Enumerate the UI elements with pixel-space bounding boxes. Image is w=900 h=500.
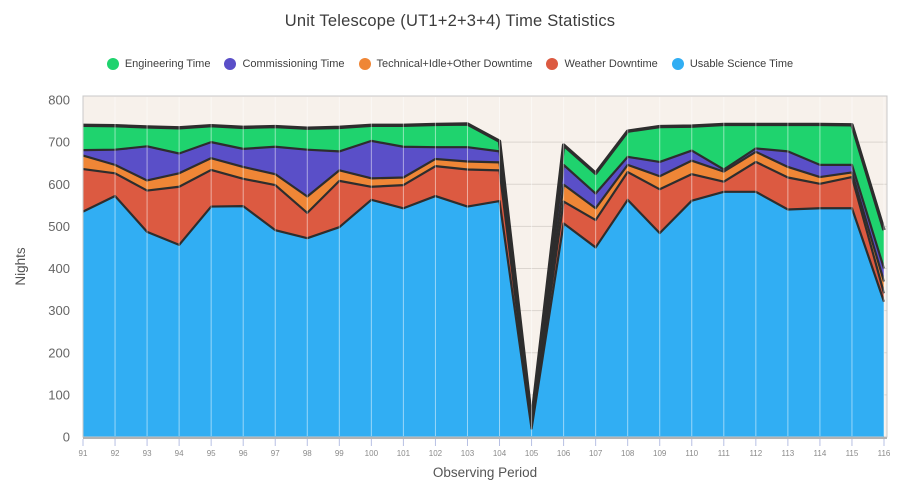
y-tick-label: 100	[48, 387, 70, 402]
y-axis-title: Nights	[13, 247, 28, 286]
x-tick-label: 94	[175, 449, 184, 458]
x-tick-label: 96	[239, 449, 248, 458]
y-tick-label: 800	[48, 93, 70, 108]
y-tick-label: 200	[48, 345, 70, 360]
legend-dot-icon	[224, 58, 237, 70]
legend-item-commissioning-time[interactable]: Commissioning Time	[224, 58, 345, 70]
legend-item-weather-downtime[interactable]: Weather Downtime	[546, 58, 658, 70]
x-tick-label: 101	[397, 449, 411, 458]
legend-item-technical-idle-other-downtime[interactable]: Technical+Idle+Other Downtime	[358, 58, 533, 70]
x-axis-title: Observing Period	[433, 465, 537, 480]
x-tick-label: 100	[365, 449, 379, 458]
area-engineering-time[interactable]	[83, 124, 884, 424]
area-weather-downtime[interactable]	[83, 161, 884, 429]
y-tick-label: 400	[48, 261, 70, 276]
legend-dot-icon	[358, 58, 371, 70]
y-tick-label: 500	[48, 219, 70, 234]
legend-dot-icon	[671, 58, 684, 70]
x-tick-label: 114	[814, 449, 827, 458]
legend-item-engineering-time[interactable]: Engineering Time	[106, 58, 211, 70]
legend-dot-icon	[546, 58, 559, 70]
x-tick-label: 106	[557, 449, 571, 458]
y-tick-label: 300	[48, 303, 70, 318]
x-tick-label: 107	[589, 449, 603, 458]
band-boundary-line	[82, 139, 886, 425]
x-tick-label: 91	[79, 449, 88, 458]
area-technical-idle-other-downtime[interactable]	[83, 151, 884, 427]
x-tick-label: 92	[111, 449, 120, 458]
x-tick-label: 99	[335, 449, 344, 458]
x-tick-label: 98	[303, 449, 312, 458]
x-tick-label: 116	[878, 449, 891, 458]
x-tick-label: 112	[749, 449, 762, 458]
legend: Engineering Time Commissioning Time Techni…	[0, 58, 900, 70]
x-tick-label: 102	[429, 449, 443, 458]
x-tick-label: 93	[143, 449, 152, 458]
x-tick-label: 108	[621, 449, 635, 458]
y-tick-label: 700	[48, 135, 70, 150]
x-tick-label: 95	[207, 449, 216, 458]
x-tick-label: 110	[685, 449, 698, 458]
x-tick-label: 103	[461, 449, 475, 458]
chart-title: Unit Telescope (UT1+2+3+4) Time Statisti…	[284, 12, 616, 30]
legend-label: Commissioning Time	[242, 58, 345, 70]
legend-label: Usable Science Time	[689, 58, 794, 70]
total-line	[82, 122, 886, 422]
x-tick-label: 111	[718, 449, 731, 458]
band-boundary-line	[82, 150, 886, 426]
area-usable-science-time[interactable]	[83, 191, 884, 437]
x-tick-label: 97	[271, 449, 280, 458]
legend-label: Technical+Idle+Other Downtime	[376, 58, 533, 70]
x-tick-label: 115	[846, 449, 859, 458]
legend-item-usable-science-time[interactable]: Usable Science Time	[671, 58, 794, 70]
legend-label: Weather Downtime	[564, 58, 658, 70]
x-tick-label: 109	[653, 449, 667, 458]
x-tick-label: 104	[493, 449, 507, 458]
x-tick-label: 113	[781, 449, 794, 458]
legend-dot-icon	[106, 58, 119, 70]
y-tick-label: 600	[48, 177, 70, 192]
area-commissioning-time[interactable]	[83, 140, 884, 425]
legend-label: Engineering Time	[124, 58, 211, 70]
x-tick-label: 105	[525, 449, 539, 458]
band-boundary-line	[82, 190, 886, 430]
band-boundary-line	[82, 160, 886, 428]
y-tick-label: 0	[63, 430, 70, 445]
